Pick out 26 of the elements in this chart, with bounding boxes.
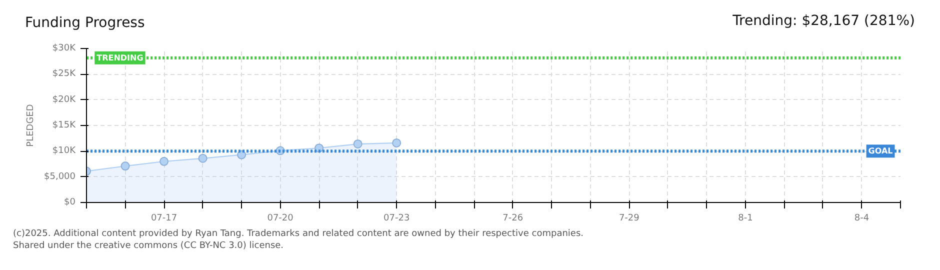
point — [160, 156, 169, 166]
x-tick-label: 8-4 — [854, 214, 870, 224]
point — [392, 138, 402, 148]
y-tick-label: $0 — [64, 198, 76, 208]
point — [120, 162, 130, 171]
y-axis-title: PLEDGED — [26, 104, 36, 147]
y-tick-label: $15K — [52, 120, 77, 130]
chart-title: Funding Progress — [25, 14, 145, 33]
chart-subtitle: Trending: $28,167 (281%) — [732, 12, 915, 31]
text: Shared under the creative commons (CC BY-NC 3.0) license. — [13, 241, 284, 251]
y-tick-label: $10K — [52, 146, 77, 156]
y-tick-label: $30K — [52, 44, 77, 54]
y-tick-label: $5,000 — [44, 172, 76, 182]
x-tick-label: 7-26 — [502, 214, 524, 224]
x-tick-label: 07-23 — [384, 214, 410, 224]
point — [198, 154, 208, 163]
x-tick-label: 7-29 — [618, 214, 640, 224]
y-tick-label: $25K — [52, 69, 77, 80]
point — [353, 139, 362, 148]
x-tick-label: 07-17 — [150, 214, 178, 224]
y-tick-label: $20K — [52, 94, 77, 105]
ref-line-label: GOAL — [868, 146, 893, 156]
text: (c)2025. Additional content provided by Ryan Tang. Trademarks and related content are owned by their respective companies. — [13, 229, 584, 239]
x-tick-label: 07-20 — [267, 214, 294, 224]
x-tick-label: 8-1 — [738, 214, 753, 224]
ref-line-label: TRENDING — [96, 53, 144, 62]
